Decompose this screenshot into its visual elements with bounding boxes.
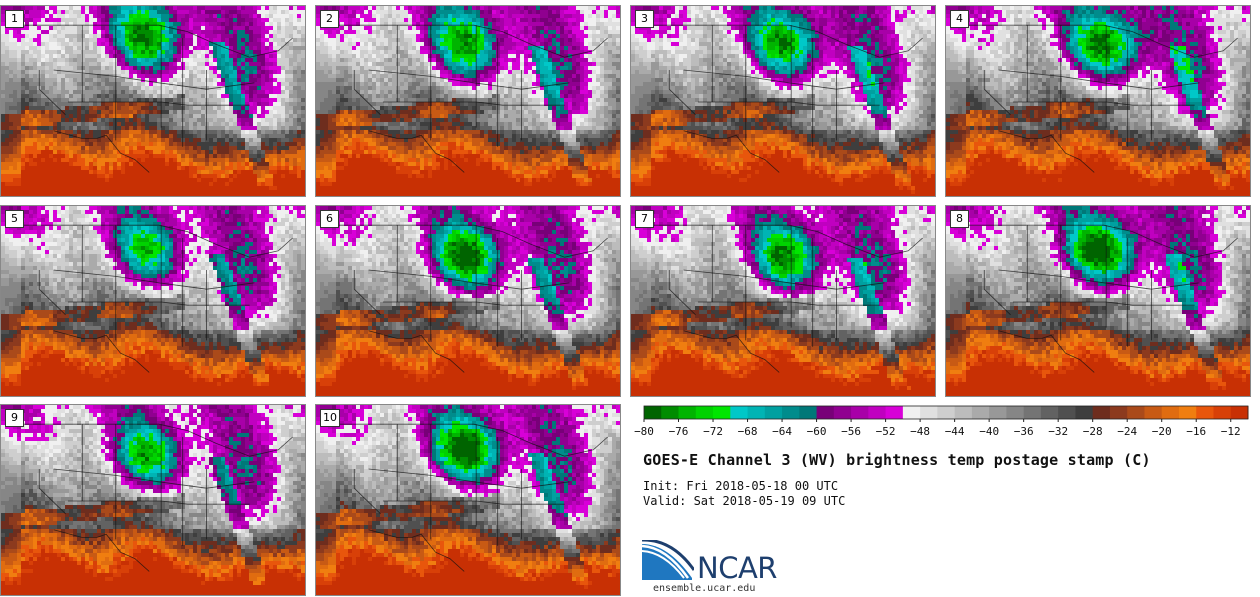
colorbar-tick-label: −40 (979, 425, 999, 438)
colorbar-swatch (1178, 406, 1197, 419)
colorbar-frame (643, 405, 1249, 420)
colorbar-swatch (851, 406, 869, 419)
colorbar-swatch (1144, 406, 1163, 419)
colorbar-tick-label: −60 (807, 425, 827, 438)
colorbar-swatch (678, 406, 697, 419)
postage-stamp-panel: 7 (630, 205, 936, 397)
colorbar-swatch (1075, 406, 1094, 419)
postage-stamp-panel: 8 (945, 205, 1251, 397)
colorbar-swatch (954, 406, 973, 419)
wv-brightness-field (946, 206, 1250, 396)
postage-stamp-panel: 1 (0, 5, 306, 197)
stamp-number-label: 8 (950, 210, 969, 228)
stamp-number-label: 4 (950, 10, 969, 28)
postage-stamp-panel: 10 (315, 404, 621, 596)
colorbar-tick-label: −76 (669, 425, 689, 438)
colorbar-tick-label: −80 (634, 425, 654, 438)
colorbar-swatch (1040, 406, 1059, 419)
stamp-number-label: 5 (5, 210, 24, 228)
colorbar-swatch (1092, 406, 1111, 419)
stamp-number-label: 1 (5, 10, 24, 28)
colorbar-swatch (902, 406, 921, 419)
colorbar-tick-label: −52 (876, 425, 896, 438)
colorbar-tick-label: −72 (703, 425, 723, 438)
colorbar-swatch (695, 406, 714, 419)
ncar-wordmark: NCAR (697, 551, 777, 585)
stamp-number-label: 7 (635, 210, 654, 228)
colorbar-tick-label: −20 (1152, 425, 1172, 438)
colorbar-swatch (713, 406, 731, 419)
ncar-logo-icon (642, 540, 694, 580)
colorbar-swatch (971, 406, 990, 419)
wv-brightness-field (1, 206, 305, 396)
colorbar-swatch (1109, 406, 1128, 419)
postage-stamp-panel: 2 (315, 5, 621, 197)
colorbar-swatch (868, 406, 887, 419)
colorbar-tick-label: −68 (738, 425, 758, 438)
wv-brightness-field (1, 405, 305, 595)
colorbar-swatch (1161, 406, 1180, 419)
site-url: ensemble.ucar.edu (653, 583, 755, 594)
chart-title: GOES-E Channel 3 (WV) brightness temp po… (643, 451, 1151, 469)
colorbar-tick-label: −36 (1014, 425, 1034, 438)
wv-brightness-field (631, 6, 935, 196)
stamp-number-label: 3 (635, 10, 654, 28)
colorbar-swatch (747, 406, 766, 419)
colorbar-swatch (885, 406, 904, 419)
colorbar-swatch (799, 406, 818, 419)
stamp-number-label: 2 (320, 10, 339, 28)
colorbar-swatch (1006, 406, 1025, 419)
colorbar: −80 −76 −72 −68 −64 −60 −56 −52 −48 −44 −40 −36 −32 −… (634, 405, 1249, 438)
postage-stamp-panel: 3 (630, 5, 936, 197)
postage-stamp-panel: 6 (315, 205, 621, 397)
colorbar-tick-label: −44 (945, 425, 965, 438)
colorbar-swatch (764, 406, 783, 419)
colorbar-swatch (816, 406, 835, 419)
colorbar-swatch (782, 406, 800, 419)
colorbar-tick-label: −28 (1083, 425, 1103, 438)
stamp-number-label: 9 (5, 409, 24, 427)
colorbar-swatch (920, 406, 938, 419)
colorbar-swatch (730, 406, 749, 419)
colorbar-swatch (644, 406, 662, 419)
wv-brightness-field (316, 405, 620, 595)
colorbar-swatch (1127, 406, 1145, 419)
colorbar-swatch (1058, 406, 1076, 419)
colorbar-swatch (1023, 406, 1042, 419)
wv-brightness-field (316, 206, 620, 396)
colorbar-tick-label: −16 (1186, 425, 1206, 438)
colorbar-swatch (937, 406, 956, 419)
colorbar-swatch (989, 406, 1007, 419)
wv-brightness-field (1, 6, 305, 196)
colorbar-tick-label: −56 (841, 425, 861, 438)
init-time: Init: Fri 2018-05-18 00 UTC (643, 479, 838, 493)
valid-time: Valid: Sat 2018-05-19 09 UTC (643, 494, 845, 508)
wv-brightness-field (946, 6, 1250, 196)
colorbar-tick-label: −48 (910, 425, 930, 438)
stamp-number-label: 10 (320, 409, 340, 427)
colorbar-tick-label: −12 (1221, 425, 1241, 438)
colorbar-swatch (833, 406, 852, 419)
colorbar-swatch (661, 406, 680, 419)
wv-brightness-field (631, 206, 935, 396)
postage-stamp-panel: 4 (945, 5, 1251, 197)
stamp-number-label: 6 (320, 210, 339, 228)
colorbar-swatch (1196, 406, 1214, 419)
colorbar-tick-label: −32 (1048, 425, 1068, 438)
wv-brightness-field (316, 6, 620, 196)
postage-stamp-panel: 5 (0, 205, 306, 397)
postage-stamp-panel: 9 (0, 404, 306, 596)
colorbar-tick-label: −24 (1117, 425, 1137, 438)
colorbar-tick-label: −64 (772, 425, 792, 438)
colorbar-swatch (1230, 406, 1249, 419)
colorbar-swatch (1213, 406, 1232, 419)
